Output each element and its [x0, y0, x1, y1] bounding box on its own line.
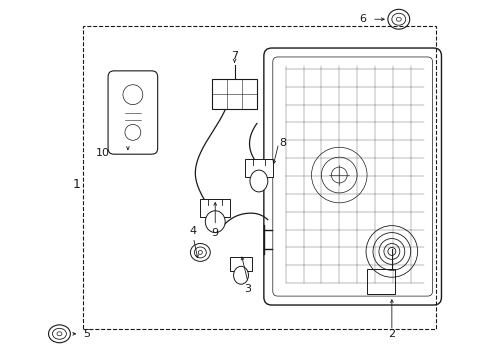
- Text: 7: 7: [231, 51, 238, 61]
- Bar: [200, 199, 230, 217]
- Text: 4: 4: [190, 226, 197, 235]
- Text: 8: 8: [280, 138, 287, 148]
- Bar: [83, 26, 436, 329]
- Bar: [212, 79, 257, 109]
- Ellipse shape: [191, 243, 210, 261]
- Bar: [245, 159, 273, 177]
- Text: 9: 9: [212, 228, 219, 238]
- Text: 10: 10: [96, 148, 110, 158]
- Text: 1: 1: [73, 179, 80, 192]
- Ellipse shape: [250, 170, 268, 192]
- Text: 5: 5: [83, 329, 90, 339]
- Ellipse shape: [205, 211, 225, 233]
- Ellipse shape: [234, 266, 248, 284]
- Text: 2: 2: [388, 329, 395, 339]
- FancyBboxPatch shape: [108, 71, 158, 154]
- Text: 3: 3: [245, 284, 251, 294]
- Bar: [367, 269, 395, 294]
- Bar: [230, 257, 252, 271]
- Text: 6: 6: [359, 14, 366, 24]
